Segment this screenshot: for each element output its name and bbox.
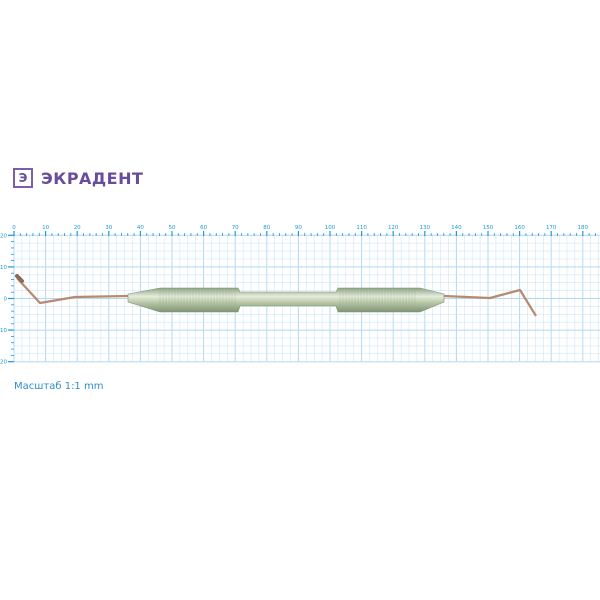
x-tick-label: 0 [12, 225, 16, 231]
instrument-handle [127, 287, 445, 313]
y-tick-label: 20 [0, 233, 7, 239]
x-tick-label: 130 [420, 225, 431, 231]
x-tick-label: 50 [169, 225, 176, 231]
y-tick-label: 0 [4, 297, 8, 303]
x-tick-label: 80 [263, 225, 270, 231]
scale-label: Масштаб 1:1 mm [14, 381, 104, 392]
x-tick-label: 150 [483, 225, 494, 231]
y-tick-label: 20 [0, 360, 7, 366]
x-tick-label: 100 [325, 225, 336, 231]
instrument-right-tip [443, 288, 537, 317]
y-tick-label: 10 [0, 328, 7, 334]
instrument-left-tip [16, 277, 129, 305]
x-tick-label: 70 [232, 225, 239, 231]
x-tick-label: 160 [514, 225, 525, 231]
x-tick-label: 30 [105, 225, 112, 231]
x-tick-label: 90 [295, 225, 302, 231]
x-tick-label: 10 [42, 225, 49, 231]
brand-name: ЭКРАДЕНТ [41, 168, 144, 188]
x-tick-label: 20 [74, 225, 81, 231]
instrument-left-blade [15, 274, 24, 283]
x-tick-label: 60 [200, 225, 207, 231]
x-tick-label: 40 [137, 225, 144, 231]
circle-e-logo-icon: Э [13, 168, 33, 188]
x-tick-label: 140 [451, 225, 462, 231]
brand-logo: Э ЭКРАДЕНТ [13, 168, 143, 188]
x-tick-label: 120 [388, 225, 399, 231]
x-tick-label: 110 [356, 225, 367, 231]
x-tick-label: 180 [578, 225, 589, 231]
y-tick-label: 10 [0, 265, 7, 271]
x-tick-label: 170 [546, 225, 557, 231]
